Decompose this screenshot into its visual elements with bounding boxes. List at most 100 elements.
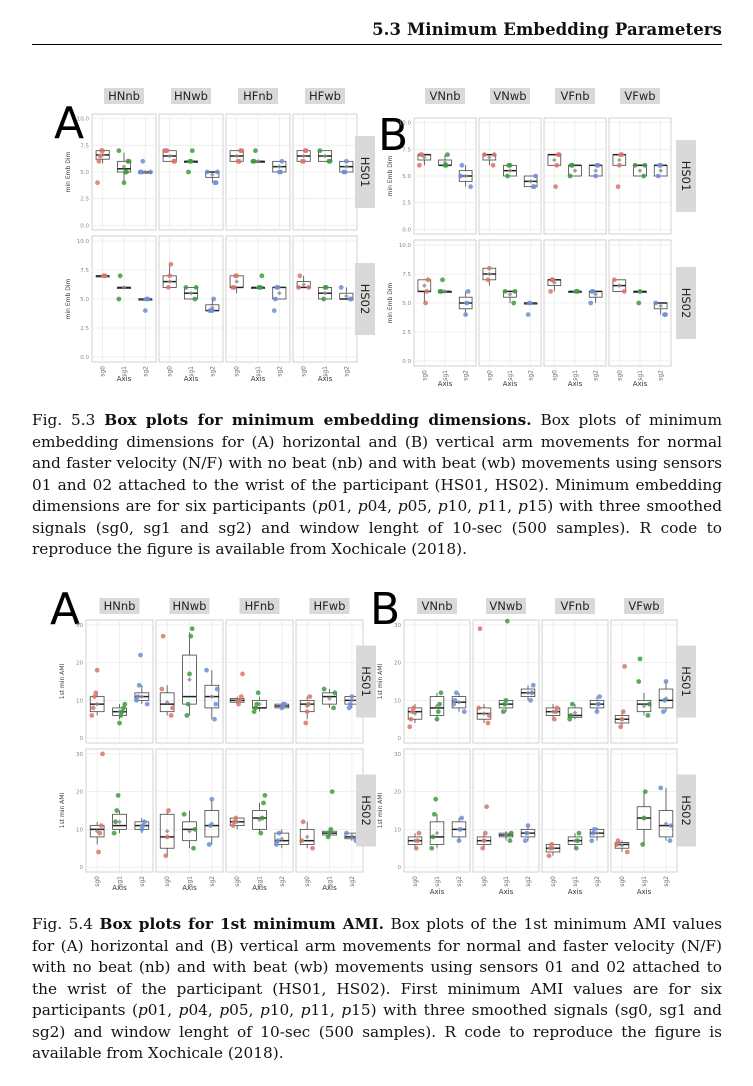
x-tick-label: sg0 [550,876,557,887]
x-tick-label: sg0 [234,876,241,887]
facet-cell [472,618,540,744]
box-mean-marker [487,271,492,277]
box-mean-marker [322,153,328,159]
y-tick-label: 0.0 [80,355,89,361]
data-point [507,162,513,168]
data-point [413,845,419,851]
data-point [327,830,332,836]
data-point [440,277,445,283]
y-tick-label: 20 [394,790,401,796]
y-tick-label: 10.0 [399,243,412,249]
facet-cell [295,748,364,873]
data-point [213,701,219,707]
facet-strip [239,598,280,614]
box-mean-marker [143,169,148,175]
box-mean-marker [507,292,513,297]
data-point [93,690,99,696]
y-axis-label: 1st min AMI [59,664,66,700]
facet-cell [158,113,224,231]
box-mean-marker [658,168,663,173]
box-mean-marker [304,834,310,840]
figure-5-3: A HNnb 0.0 2.5 5.0 7.5 10.0 min Emb Dim 0.0 2.5 5.… [54,88,696,388]
data-point [408,716,414,722]
facet-cell [541,619,609,744]
data-point [115,793,121,798]
x-tick-label: sg0 [301,366,308,377]
facet-strip [169,598,210,614]
data-point [425,277,431,283]
data-point [166,808,171,813]
data-point [456,838,462,844]
data-point [480,845,486,851]
data-point [134,697,139,703]
data-point [642,789,648,795]
data-point [327,158,333,164]
data-point [503,697,509,703]
data-point [255,690,261,696]
y-tick-label: 5.0 [80,170,89,176]
row-strip [356,645,376,718]
data-point [142,308,148,313]
x-tick-label: sg1 [322,366,329,377]
x-tick-label: sg2 [139,876,146,887]
data-point [476,705,482,711]
data-point [184,713,190,718]
box-body [429,821,445,845]
data-point [458,173,464,179]
data-point [258,285,263,290]
data-point [660,709,666,715]
y-tick-label: 30 [394,752,401,758]
data-point [300,819,306,825]
x-tick-label: sg2 [209,876,216,887]
data-point [502,701,508,707]
panel-letter: A [50,590,80,635]
data-point [636,679,642,684]
data-point [640,842,646,847]
facet-cell [85,748,154,873]
data-point [570,162,575,168]
box-mean-marker [279,836,285,842]
chart-panel-5-3-A: A HNnb 0.0 2.5 5.0 7.5 10.0 min Emb Dim 0.0 2.5 5.… [54,88,375,383]
x-tick-label: sg1 [503,876,510,887]
facet-cell [403,748,471,873]
data-point [484,804,490,810]
data-point [121,705,126,711]
data-point [419,152,425,158]
row-label: HS01 [679,161,693,192]
data-point [459,162,465,168]
data-point [209,796,215,802]
facet-strip [555,88,595,104]
x-tick-label: sg1 [257,876,264,887]
y-tick-label: 0.0 [402,359,411,365]
box-mean-marker [210,305,215,310]
data-point [554,705,560,711]
box-mean-marker [164,828,170,834]
y-tick-label: 30 [76,752,83,758]
x-axis-label: Axis [499,888,514,896]
data-point [140,823,146,828]
x-tick-label: sg0 [481,876,488,887]
facet-strip [624,598,664,614]
data-point [117,273,123,279]
data-point [144,701,150,707]
facet-cell [608,117,672,235]
data-point [191,845,196,851]
data-point [282,701,287,707]
data-point [465,289,471,294]
y-tick-label: 2.5 [80,326,89,332]
chart-panel-5-4-A: A HNnb 0 10 20 30 1st min AMI 0 10 20 30 1st min AM… [50,590,376,892]
data-point [423,300,428,306]
data-point [279,705,285,711]
data-point [547,845,553,851]
facet-strip [171,88,211,104]
facet-cell [543,239,607,367]
data-point [637,656,643,662]
x-tick-label: sg1 [507,370,514,381]
y-tick-label: 10.0 [77,117,90,123]
facet-label: VFnb [560,89,589,103]
data-point [642,162,648,168]
data-point [668,823,674,828]
data-point [114,808,120,813]
facet-cell [610,748,678,873]
box-body [182,821,197,842]
